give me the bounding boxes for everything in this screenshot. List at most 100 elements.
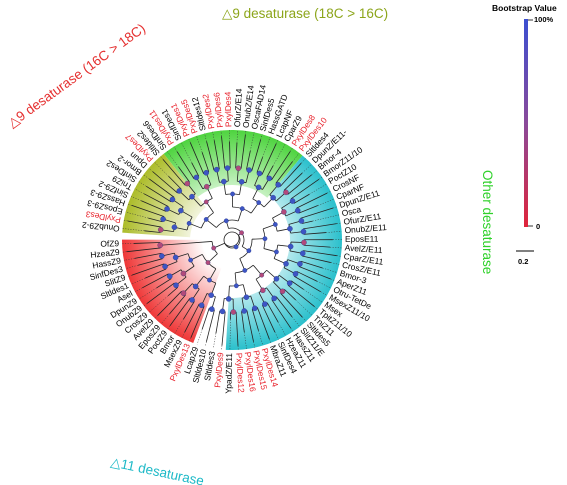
leaf-label: YpadZ/E11 (223, 353, 234, 394)
bootstrap-node (298, 218, 305, 224)
branch (303, 232, 327, 235)
bootstrap-node (204, 183, 210, 190)
bootstrap-node (209, 306, 215, 312)
branch (300, 207, 334, 219)
branch (168, 175, 182, 190)
bootstrap-node (219, 308, 226, 315)
bootstrap-node (213, 166, 220, 173)
bootstrap-node (176, 188, 183, 194)
leader-line (188, 138, 191, 143)
branch (261, 143, 277, 175)
branch (235, 142, 238, 169)
leader-line (180, 142, 193, 163)
branch (287, 284, 315, 307)
bootstrap-node (242, 268, 248, 273)
leader-line (325, 231, 342, 233)
branch (169, 294, 186, 315)
branch (275, 161, 293, 184)
leader-line (258, 330, 264, 346)
branch (293, 275, 321, 293)
leader-line (166, 151, 179, 168)
leader-line (275, 139, 279, 144)
branch (201, 152, 210, 172)
bootstrap-node (208, 292, 214, 298)
branch (266, 165, 274, 178)
bootstrap-node (211, 245, 217, 251)
branch (302, 255, 331, 263)
bootstrap-node (234, 283, 239, 289)
branch (189, 142, 205, 174)
branch (296, 271, 318, 282)
bootstrap-node (171, 224, 178, 230)
bootstrap-node (246, 167, 252, 173)
leader-line (326, 191, 331, 194)
branch (126, 247, 161, 253)
bootstrap-node (273, 276, 280, 282)
branch (246, 310, 254, 342)
leader-line (277, 322, 287, 337)
bootstrap-node (300, 250, 306, 257)
bootstrap-legend: Bootstrap Value 100% 0 (492, 3, 557, 231)
leader-line (125, 264, 139, 269)
leader-line (134, 188, 145, 195)
leader-line (196, 135, 203, 153)
bootstrap-node (239, 230, 244, 236)
leader-line (250, 132, 255, 152)
bootstrap-node (207, 277, 212, 283)
branch (283, 172, 303, 191)
branch (241, 311, 245, 333)
leader-line (336, 255, 341, 257)
bootstrap-node (274, 249, 279, 255)
branch (133, 242, 161, 244)
bootstrap-node (205, 260, 211, 265)
leader-line (329, 246, 342, 249)
leader-line (154, 161, 169, 177)
branch (298, 205, 318, 214)
leaf-label: EposE11 (345, 234, 379, 244)
leader-line (123, 258, 135, 261)
bootstrap-node (241, 308, 247, 314)
bootstrap-node (283, 189, 289, 196)
leader-line (317, 198, 335, 206)
leader-line (174, 319, 184, 334)
clade-label-delta9-16-18: △9 desaturase (16C > 18C) (5, 21, 148, 131)
clade-label-other: Other desaturase (480, 170, 495, 274)
bootstrap-node (173, 282, 179, 289)
tree-branches (126, 134, 337, 346)
bootstrap-node (221, 178, 227, 185)
bootstrap-node (203, 199, 209, 205)
branch (290, 178, 320, 200)
bootstrap-nodes (157, 165, 307, 315)
branch (256, 157, 263, 173)
leader-line (253, 341, 256, 348)
bootstrap-node (233, 244, 239, 250)
branch (134, 252, 162, 259)
bootstrap-node (235, 165, 242, 172)
bootstrap-node (203, 217, 209, 222)
leader-line (189, 337, 192, 342)
leaf-label: OnubZ9-2 (81, 220, 120, 234)
branch (271, 299, 292, 329)
leader-line (262, 136, 271, 158)
branch (157, 291, 182, 316)
branch (279, 162, 302, 187)
branch (131, 205, 165, 217)
bootstrap-node (169, 196, 176, 203)
branch (162, 159, 186, 186)
root-ring (223, 231, 241, 249)
leaf-label: OfurZ/E14 (232, 88, 244, 127)
leader-line (302, 163, 312, 174)
branch (190, 306, 205, 338)
branch (141, 200, 167, 212)
leader-lines (122, 130, 343, 350)
bootstrap-node (256, 170, 263, 177)
bootstrap-node (275, 181, 281, 188)
branch (206, 141, 215, 171)
branch (221, 136, 226, 169)
leader-line (130, 196, 142, 202)
clade-label-delta11: △11 desaturase (109, 454, 205, 485)
branch (293, 193, 310, 204)
bootstrap-node (271, 295, 277, 302)
bootstrap-node (252, 305, 258, 312)
